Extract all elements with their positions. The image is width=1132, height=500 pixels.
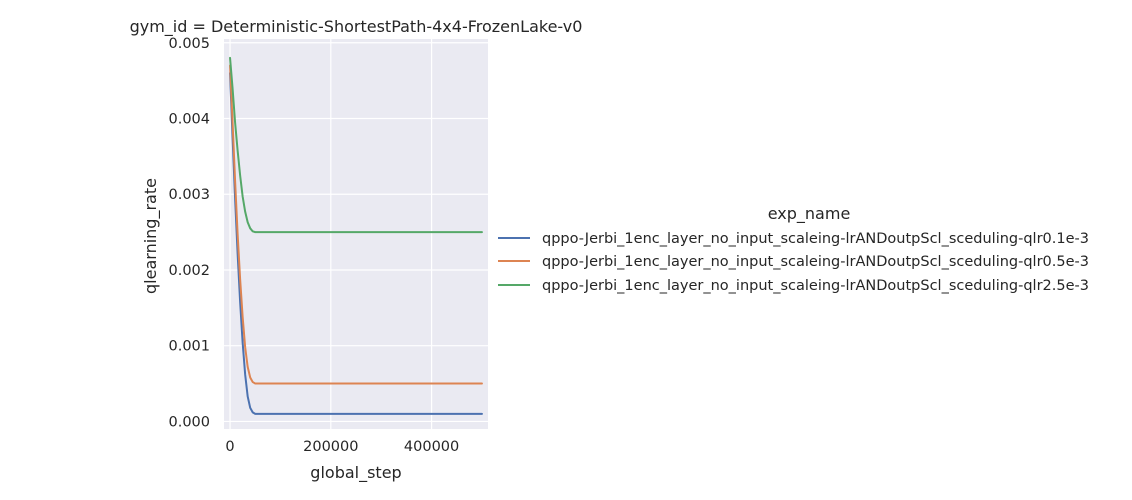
y-tick-label: 0.000 (168, 414, 210, 430)
y-tick-label: 0.003 (168, 187, 210, 203)
x-tick-label: 400000 (404, 439, 459, 455)
series-line-3 (229, 56, 483, 234)
chart-title: gym_id = Deterministic-ShortestPath-4x4-… (130, 17, 583, 37)
y-tick-label: 0.002 (168, 263, 210, 279)
x-axis-label: global_step (310, 463, 401, 483)
x-tick-label: 200000 (303, 439, 358, 455)
plot-background (224, 39, 488, 429)
y-tick-label: 0.005 (168, 36, 210, 52)
legend-entry-3: qppo-Jerbi_1enc_layer_no_input_scaleing-… (542, 278, 1089, 294)
legend-entry-1: qppo-Jerbi_1enc_layer_no_input_scaleing-… (542, 231, 1089, 247)
grid (224, 39, 488, 429)
plot-area (224, 39, 488, 429)
legend: exp_name qppo-Jerbi_1enc_layer_no_input_… (498, 204, 1089, 294)
y-axis-ticks: 0.000 0.001 0.002 0.003 0.004 0.005 (168, 36, 210, 431)
series-lines (229, 56, 483, 415)
y-tick-label: 0.001 (168, 339, 210, 355)
y-axis-label: qlearning_rate (141, 178, 161, 294)
x-tick-label: 0 (225, 439, 234, 455)
legend-entry-2: qppo-Jerbi_1enc_layer_no_input_scaleing-… (542, 254, 1089, 270)
y-tick-label: 0.004 (168, 112, 210, 128)
series-line-2 (229, 64, 483, 385)
legend-title: exp_name (768, 204, 851, 224)
x-axis-ticks: 0 200000 400000 (225, 439, 459, 455)
